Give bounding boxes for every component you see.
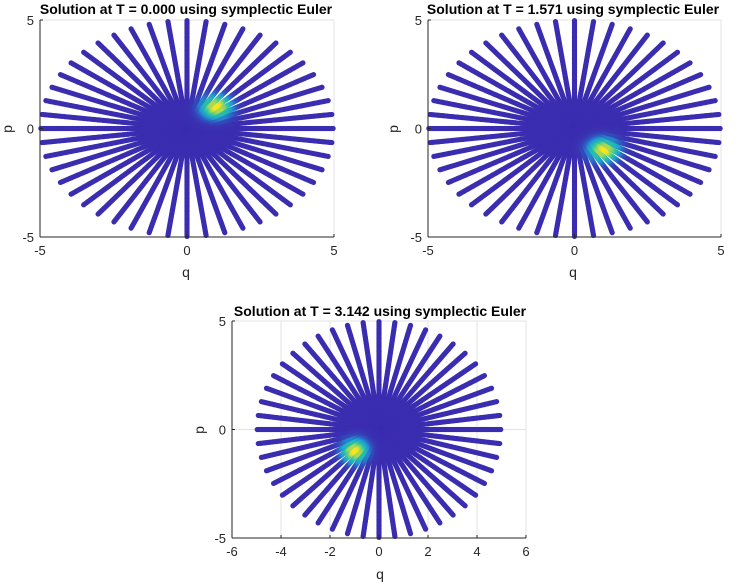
data-points (426, 18, 723, 239)
x-tick-label: 0 (183, 243, 190, 258)
y-tick-label: 5 (27, 13, 34, 28)
subplot-1-xlabel: q (182, 264, 190, 280)
y-tick-label: -5 (22, 230, 34, 245)
x-tick-label: 5 (330, 243, 337, 258)
subplot-1-plot: -5 0 5 -5 0 5 (22, 13, 337, 258)
subplot-1-ylabel: p (0, 125, 15, 133)
subplot-1-title: Solution at T = 0.000 using symplectic E… (40, 1, 333, 17)
subplot-2: Solution at T = 1.571 using symplectic E… (385, 1, 725, 280)
data-point (214, 103, 220, 110)
data-points (38, 18, 336, 239)
x-tick-label: -5 (34, 243, 46, 258)
subplot-2-title: Solution at T = 1.571 using symplectic E… (427, 1, 720, 17)
y-tick-label: 0 (27, 122, 34, 137)
subplot-1: Solution at T = 0.000 using symplectic E… (0, 1, 338, 280)
subplot-2-plot: -5 0 5-505 (410, 13, 724, 258)
